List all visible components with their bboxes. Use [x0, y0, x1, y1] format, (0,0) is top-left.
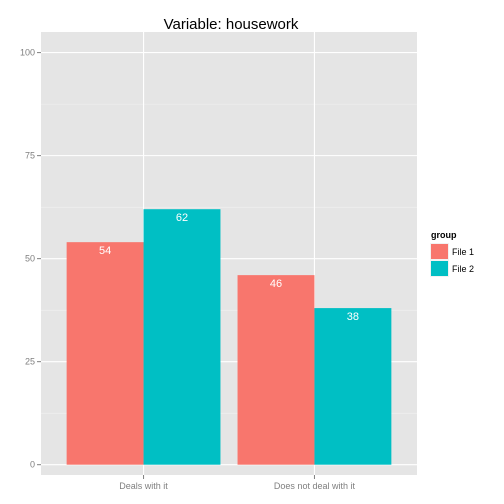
bar-value-label: 38: [347, 311, 359, 323]
bar-value-label: 62: [176, 212, 188, 224]
y-tick-label: 75: [25, 151, 35, 161]
legend-swatch: [431, 261, 448, 276]
bar-value-label: 54: [99, 245, 111, 257]
y-tick-label: 50: [25, 254, 35, 264]
legend: group File 1 File 2: [430, 230, 474, 277]
legend-title: group: [431, 230, 457, 240]
bar: [314, 308, 392, 465]
bar-value-label: 46: [270, 278, 282, 290]
bars: [66, 209, 392, 465]
y-tick-label: 0: [30, 460, 35, 470]
legend-label: File 2: [452, 264, 474, 274]
y-axis: 0 25 50 75 100: [20, 48, 41, 470]
y-tick-label: 25: [25, 357, 35, 367]
bar: [66, 242, 144, 465]
legend-swatch: [431, 244, 448, 259]
x-tick-label: Deals with it: [119, 481, 168, 491]
bar: [143, 209, 221, 465]
y-tick-label: 100: [20, 48, 35, 58]
chart-title: Variable: housework: [164, 16, 299, 33]
legend-label: File 1: [452, 247, 474, 257]
x-tick-label: Does not deal with it: [274, 481, 356, 491]
bar-value-labels: 54 46 62 38: [99, 212, 359, 323]
x-axis: Deals with it Does not deal with it: [119, 475, 355, 491]
bar: [237, 275, 315, 465]
